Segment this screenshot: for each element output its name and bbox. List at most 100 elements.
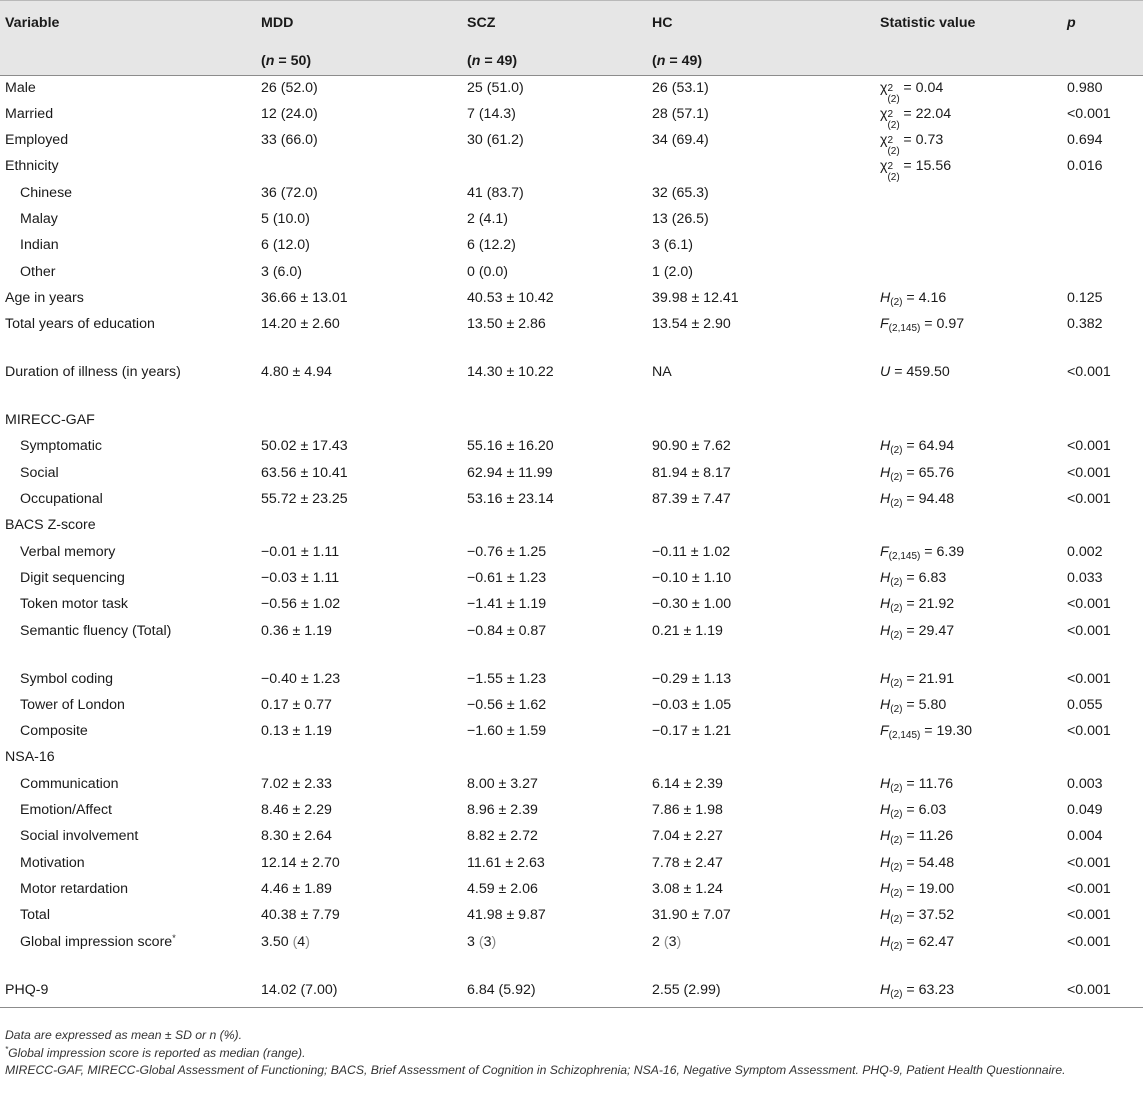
- cell-scz: 62.94 ± 11.99: [467, 464, 553, 481]
- cell-p-value: 0.033: [1067, 569, 1103, 586]
- subheader-cell: (n = 50): [256, 35, 462, 76]
- cell-scz: −0.84 ± 0.87: [467, 622, 547, 639]
- cell-mdd: 36.66 ± 13.01: [261, 289, 348, 306]
- header-row: Variable MDD SCZ HC Statistic value p: [0, 0, 1143, 36]
- row-label: Global impression score*: [20, 932, 176, 950]
- cell-hc: [647, 745, 875, 771]
- cell-mdd: 63.56 ± 10.41: [261, 464, 348, 481]
- table-row: Total 40.38 ± 7.79 41.98 ± 9.87 31.90 ± 7.0…: [0, 903, 1143, 929]
- cell-p-value: <0.001: [1067, 464, 1111, 481]
- row-label: Token motor task: [20, 596, 129, 613]
- cell-statistic: H(2) = 21.92: [880, 596, 955, 615]
- cell-mdd: 5 (10.0): [261, 210, 310, 227]
- cell-mdd: 7.02 ± 2.33: [261, 775, 332, 792]
- cell-statistic: [875, 207, 1067, 233]
- cell-hc: 7.04 ± 2.27: [652, 828, 723, 845]
- subheader-cell: [0, 35, 256, 76]
- cell-statistic: χ 2 (2) = 0.04: [880, 80, 944, 105]
- cell-statistic: H(2) = 64.94: [880, 438, 955, 457]
- cell-mdd: 40.38 ± 7.79: [261, 907, 340, 924]
- header-p: p: [1067, 0, 1143, 36]
- cell-mdd: −0.03 ± 1.11: [261, 569, 340, 586]
- cell-hc: 31.90 ± 7.07: [652, 907, 731, 924]
- table-row: Other 3 (6.0) 0 (0.0) 1 (2.0): [0, 260, 1143, 286]
- cell-scz: 14.30 ± 10.22: [467, 364, 554, 381]
- cell-p-value: <0.001: [1067, 907, 1111, 924]
- cell-statistic: H(2) = 6.03: [880, 802, 947, 821]
- footnote-global-impression: *Global impression score is reported as …: [5, 1044, 306, 1060]
- cell-statistic: [875, 260, 1067, 286]
- cell-hc: −0.17 ± 1.21: [652, 723, 732, 740]
- cell-scz: 3 (3): [467, 933, 497, 950]
- cell-statistic: [875, 745, 1067, 771]
- cell-p-value: 0.382: [1067, 316, 1103, 333]
- cell-statistic: H(2) = 6.83: [880, 569, 947, 588]
- table-row: Tower of London 0.17 ± 0.77 −0.56 ± 1.62 −0…: [0, 693, 1143, 719]
- row-label: Occupational: [20, 491, 103, 508]
- cell-scz: 6 (12.2): [467, 237, 516, 254]
- cell-scz: 25 (51.0): [467, 80, 524, 96]
- cell-hc: 1 (2.0): [652, 263, 694, 280]
- cell-hc: −0.29 ± 1.13: [652, 670, 732, 687]
- cell-scz: −0.61 ± 1.23: [467, 569, 547, 586]
- cell-p-value: 0.694: [1067, 132, 1103, 149]
- cell-statistic: χ 2 (2) = 0.73: [880, 132, 944, 158]
- subheader-cell: (n = 49): [647, 35, 875, 76]
- cell-hc: 13.54 ± 2.90: [652, 316, 731, 333]
- cell-hc: 13 (26.5): [652, 210, 709, 227]
- cell-mdd: 50.02 ± 17.43: [261, 438, 348, 455]
- cell-scz: 53.16 ± 23.14: [467, 491, 554, 508]
- cell-hc: −0.11 ± 1.02: [652, 543, 731, 560]
- cell-statistic: H(2) = 11.26: [880, 828, 954, 847]
- row-label: Malay: [20, 210, 58, 227]
- cell-statistic: H(2) = 54.48: [880, 854, 955, 873]
- cell-statistic: F(2,145) = 0.97: [880, 316, 965, 335]
- cell-mdd: [256, 745, 462, 771]
- row-label: BACS Z-score: [5, 517, 96, 534]
- table-row: Male 26 (52.0) 25 (51.0) 26 (53.1) χ 2 (2) = 0…: [0, 76, 1143, 105]
- table-row: Verbal memory −0.01 ± 1.11 −0.76 ± 1.25 −0.…: [0, 540, 1143, 566]
- table-row: NSA-16: [0, 745, 1143, 771]
- cell-p-value: <0.001: [1067, 105, 1111, 122]
- row-label: Ethnicity: [5, 158, 59, 175]
- header-statistic: Statistic value: [875, 0, 1067, 36]
- cell-hc: −0.30 ± 1.00: [652, 596, 732, 613]
- cell-p-value: 0.002: [1067, 543, 1103, 560]
- cell-p-value: <0.001: [1067, 723, 1111, 740]
- table-row: Married 12 (24.0) 7 (14.3) 28 (57.1) χ 2 (2) =…: [0, 102, 1143, 131]
- cell-scz: −1.55 ± 1.23: [467, 670, 547, 687]
- row-label: Total: [20, 907, 50, 924]
- subheader-cell: [1067, 35, 1143, 76]
- table-row: Social 63.56 ± 10.41 62.94 ± 11.99 81.94 ± …: [0, 461, 1143, 487]
- cell-p-value: <0.001: [1067, 622, 1111, 639]
- cell-statistic: H(2) = 63.23: [875, 977, 1067, 1008]
- cell-hc: 32 (65.3): [652, 184, 709, 201]
- cell-scz: −1.41 ± 1.19: [467, 596, 547, 613]
- cell-hc: 7.86 ± 1.98: [652, 802, 723, 819]
- row-label: Verbal memory: [20, 543, 116, 560]
- cell-p-value: [1067, 207, 1143, 233]
- cell-p-value: <0.001: [1067, 438, 1111, 455]
- cell-statistic: H(2) = 21.91: [880, 670, 955, 689]
- cell-scz: 13.50 ± 2.86: [467, 316, 546, 333]
- table-row: Semantic fluency (Total) 0.36 ± 1.19 −0.84…: [0, 619, 1143, 667]
- row-label: Motivation: [20, 854, 85, 871]
- cell-statistic: H(2) = 11.76: [880, 775, 954, 794]
- cell-statistic: H(2) = 19.00: [880, 880, 955, 899]
- cell-hc: −0.10 ± 1.10: [652, 569, 732, 586]
- header-mdd: MDD: [256, 0, 462, 36]
- cell-mdd: 0.13 ± 1.19: [261, 723, 332, 740]
- table-row: Global impression score* 3.50 (4) 3 (3) 2 (…: [0, 930, 1143, 978]
- cell-mdd: 12.14 ± 2.70: [261, 854, 340, 871]
- cell-hc: [647, 408, 875, 434]
- cell-hc: 0.21 ± 1.19: [652, 622, 723, 639]
- cell-p-value: <0.001: [1067, 977, 1143, 1008]
- cell-scz: −0.56 ± 1.62: [467, 696, 547, 713]
- row-label: Composite: [20, 723, 88, 740]
- table-row: Emotion/Affect 8.46 ± 2.29 8.96 ± 2.39 7.86…: [0, 798, 1143, 824]
- cell-hc: 7.78 ± 2.47: [652, 854, 723, 871]
- table-row: Motivation 12.14 ± 2.70 11.61 ± 2.63 7.78 ±…: [0, 851, 1143, 877]
- table-body: Male 26 (52.0) 25 (51.0) 26 (53.1) χ 2 (2) = 0…: [0, 76, 1143, 1008]
- cell-scz: 55.16 ± 16.20: [467, 438, 554, 455]
- row-label: Employed: [5, 132, 69, 149]
